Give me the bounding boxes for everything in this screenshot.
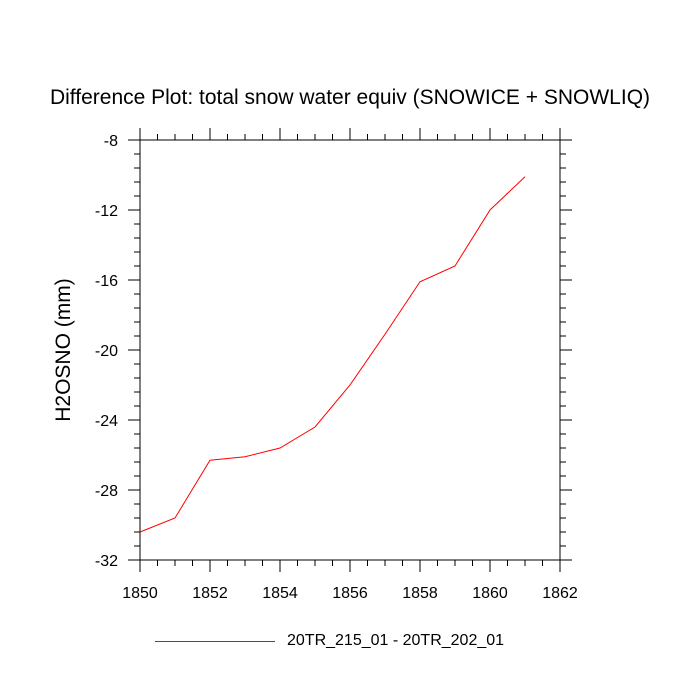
legend: 20TR_215_01 - 20TR_202_01 [155, 629, 504, 653]
series-layer [139, 176, 526, 533]
x-tick-label: 1856 [332, 585, 368, 602]
x-tick-label: 1852 [192, 585, 228, 602]
y-tick-label: -12 [95, 203, 118, 220]
y-tick-label: -32 [95, 553, 118, 570]
x-tick-label: 1860 [472, 585, 508, 602]
tick-marks [128, 128, 572, 572]
legend-label: 20TR_215_01 - 20TR_202_01 [287, 632, 505, 649]
y-tick-label: -8 [104, 133, 118, 150]
legend-line-swatch [155, 640, 275, 642]
x-tick-label: 1854 [262, 585, 298, 602]
tick-labels: 1850 1852 1854 1856 1858 1860 1862 -32 -28 -24 -20… [95, 133, 578, 602]
y-tick-label: -24 [95, 413, 118, 430]
y-axis-label: H2OSNO (mm) [52, 278, 75, 422]
y-tick-label: -28 [95, 483, 118, 500]
series-line [139, 176, 526, 533]
x-tick-label: 1850 [122, 585, 158, 602]
chart-title: Difference Plot: total snow water equiv … [49, 86, 651, 109]
y-tick-label: -20 [95, 343, 118, 360]
x-tick-label: 1858 [402, 585, 438, 602]
x-tick-label: 1862 [542, 585, 578, 602]
y-tick-label: -16 [95, 273, 118, 290]
